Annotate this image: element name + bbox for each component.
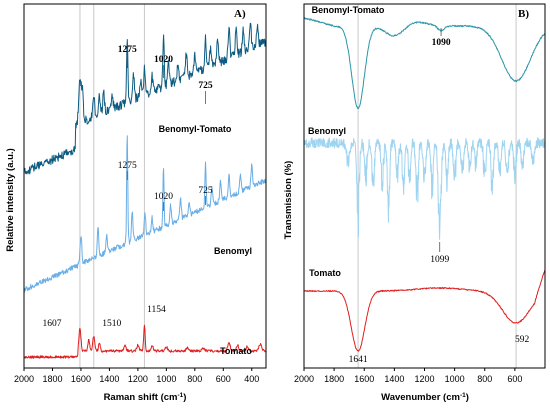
raman-gridlines [79,4,145,368]
raman-curve-benomyl-tomato [23,22,267,175]
raman-peak-label: 1020 [154,55,173,65]
ftir-peak-label: 1090 [432,38,451,48]
raman-y-axis-label: Relative intensity (a.u.) [5,148,16,251]
ftir-x-axis-label: Wavenumber (cm-1) [381,392,469,403]
x-tick-label: 2000 [294,374,314,384]
raman-series-label-benomyl: Benomyl [214,246,252,256]
raman-series-label-tomato: Tomato [220,346,252,356]
ftir-series-label-benomyl-tomato: Benomyl-Tomato [312,5,385,15]
raman-annotations: 1275 1020 725 1275 1020 725 1607 1510 1154 Benomy… [42,45,252,356]
raman-peak-label: 725 [198,81,213,91]
raman-peak-label: 1275 [118,45,137,55]
raman-x-ticks: 2000 1800 1600 1400 1200 1000 800 600 400 [14,368,259,384]
raman-peak-label: 725 [198,186,213,196]
raman-series-label-benomyl-tomato: Benomyl-Tomato [159,124,232,134]
ftir-series-label-benomyl: Benomyl [308,126,346,136]
raman-peak-label: 1510 [102,319,121,329]
ftir-x-ticks: 2000 1800 1600 1400 1200 1000 800 600 [294,368,522,384]
x-tick-label: 1200 [128,374,148,384]
x-tick-label: 1600 [354,374,374,384]
raman-curve-tomato [23,324,267,359]
ftir-peak-label: 592 [515,335,530,345]
ftir-curves [303,17,546,352]
x-tick-label: 1400 [99,374,119,384]
x-tick-label: 600 [507,374,522,384]
raman-plot-frame [23,3,267,369]
ftir-curve-benomyl [303,137,546,240]
raman-curve-benomyl [23,135,267,293]
ftir-curve-benomyl-tomato [304,17,546,110]
ftir-plot-frame [303,3,546,369]
x-tick-label: 1200 [414,374,434,384]
x-tick-label: 1000 [156,374,176,384]
raman-panel: 2000 1800 1600 1400 1200 1000 800 600 400 A) Ram… [5,3,267,403]
x-tick-label: 1800 [324,374,344,384]
x-tick-label: 1000 [445,374,465,384]
ftir-series-label-tomato: Tomato [309,268,341,278]
raman-peak-label: 1275 [118,161,137,171]
ftir-curve-tomato [303,270,546,352]
x-tick-label: 1800 [42,374,62,384]
raman-panel-label: A) [234,8,246,20]
raman-x-axis-label: Raman shift (cm-1) [104,392,187,403]
ftir-peak-label: 1099 [430,255,449,265]
raman-curves [23,22,267,359]
raman-peak-label: 1607 [42,319,61,329]
x-tick-label: 2000 [14,374,34,384]
ftir-gridlines [357,4,517,368]
x-tick-label: 400 [244,374,259,384]
x-tick-label: 1400 [384,374,404,384]
x-tick-label: 800 [477,374,492,384]
ftir-panel-label: B) [518,8,529,20]
x-tick-label: 800 [187,374,202,384]
ftir-peak-label: 1641 [349,355,368,365]
ftir-annotations: 1090 1099 1641 592 Benomyl-Tomato Benomyl Toma… [308,5,529,365]
x-tick-label: 600 [216,374,231,384]
raman-peak-label: 1020 [154,192,173,202]
ftir-y-axis-label: Transmission (%) [283,161,294,240]
raman-peak-label: 1154 [147,305,166,315]
x-tick-label: 1600 [71,374,91,384]
ftir-panel: 2000 1800 1600 1400 1200 1000 800 600 B) Wavenu… [283,3,546,403]
